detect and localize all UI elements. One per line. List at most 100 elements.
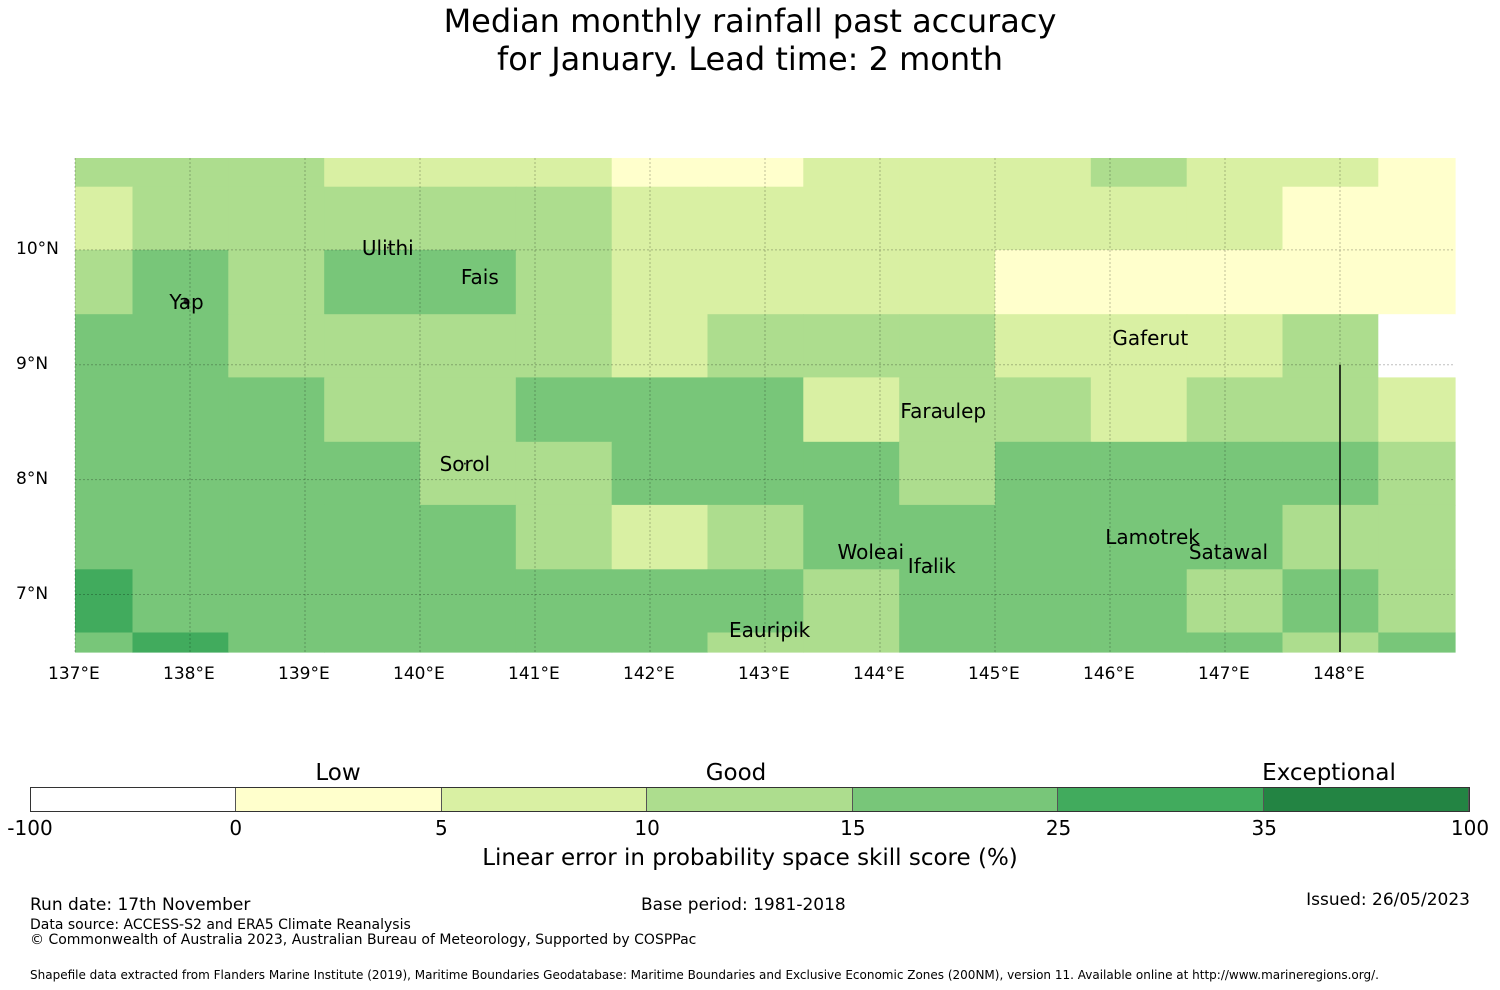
- skill-cell: [228, 504, 325, 570]
- skill-cell: [803, 441, 900, 506]
- skill-cell: [995, 504, 1092, 570]
- colorbar-category-good: Good: [705, 760, 767, 786]
- island-marker: [1227, 551, 1230, 554]
- skill-cell: [1378, 158, 1456, 188]
- skill-cell: [132, 314, 229, 378]
- place-label-satawal: Satawal: [1188, 540, 1269, 565]
- skill-cell: [899, 249, 996, 315]
- skill-cell: [1378, 569, 1456, 634]
- skill-cell: [515, 632, 613, 653]
- skill-cell: [707, 504, 804, 570]
- place-label-lamotrek: Lamotrek: [1105, 525, 1200, 550]
- skill-cell: [324, 441, 421, 506]
- colorbar-tick: 100: [1450, 816, 1490, 840]
- skill-cell: [803, 314, 900, 378]
- skill-cell: [324, 186, 421, 251]
- place-label-ulithi: Ulithi: [361, 235, 414, 260]
- skill-cell: [611, 314, 709, 378]
- skill-cell: [132, 632, 229, 653]
- skill-cell: [803, 569, 900, 634]
- skill-cell: [707, 186, 804, 251]
- lat-tick-label: 10°N: [16, 238, 59, 259]
- skill-cell: [803, 632, 900, 653]
- issued-date: Issued: 26/05/2023: [1306, 890, 1470, 910]
- skill-cell: [132, 441, 229, 506]
- skill-cell: [1090, 569, 1188, 634]
- colorbar-tick: 15: [840, 816, 866, 840]
- skill-cell: [1186, 314, 1284, 378]
- skill-cell: [995, 158, 1092, 188]
- skill-cell: [1282, 632, 1379, 653]
- skill-cell: [324, 632, 421, 653]
- lon-tick-label: 139°E: [278, 664, 330, 684]
- base-period: Base period: 1981-2018: [641, 895, 846, 915]
- colorbar-segment: [31, 788, 237, 811]
- skill-cell: [1378, 377, 1456, 443]
- skill-cell: [1186, 441, 1284, 506]
- skill-cell: [1378, 632, 1456, 653]
- skill-cell: [1090, 441, 1188, 506]
- skill-cell: [75, 377, 134, 443]
- island-marker: [930, 564, 933, 567]
- place-label-faraulep: Faraulep: [900, 398, 987, 423]
- island-marker: [183, 298, 190, 305]
- lon-tick-label: 143°E: [738, 664, 790, 684]
- island-marker: [386, 246, 389, 249]
- skill-cell: [1282, 377, 1379, 443]
- title-line-2: for January. Lead time: 2 month: [497, 40, 1003, 78]
- skill-cell: [324, 504, 421, 570]
- skill-cell: [995, 441, 1092, 506]
- place-label-sorol: Sorol: [439, 451, 491, 476]
- copyright: © Commonwealth of Australia 2023, Austra…: [30, 932, 697, 948]
- skill-cell: [707, 632, 804, 653]
- skill-cell: [324, 314, 421, 378]
- data-source: Data source: ACCESS-S2 and ERA5 Climate …: [30, 917, 411, 933]
- skill-cell: [1090, 632, 1188, 653]
- skill-cell: [75, 158, 134, 188]
- skill-cell: [707, 314, 804, 378]
- skill-cell: [1090, 314, 1188, 378]
- place-label-ifalik: Ifalik: [907, 553, 956, 578]
- skill-cell: [75, 632, 134, 653]
- skill-cell: [899, 186, 996, 251]
- skill-cell: [899, 314, 996, 378]
- lon-tick-label: 145°E: [968, 664, 1020, 684]
- island-marker: [1151, 536, 1154, 539]
- skill-cell: [1378, 504, 1456, 570]
- island-marker: [942, 409, 945, 412]
- skill-cell: [75, 504, 134, 570]
- skill-cell: [228, 314, 325, 378]
- lon-tick-label: 138°E: [163, 664, 215, 684]
- skill-cell: [611, 569, 709, 634]
- skill-cell: [420, 249, 517, 315]
- island-marker: [1149, 337, 1152, 340]
- skill-cell: [132, 504, 229, 570]
- colorbar-segment: [1058, 788, 1264, 811]
- skill-cell: [899, 158, 996, 188]
- skill-cell: [324, 158, 421, 188]
- skill-cell: [1090, 158, 1188, 188]
- skill-cell: [899, 632, 996, 653]
- place-label-gaferut: Gaferut: [1112, 326, 1189, 351]
- island-marker: [869, 551, 872, 554]
- colorbar-tick: 0: [229, 816, 243, 840]
- skill-cell: [132, 186, 229, 251]
- skill-cell: [1282, 249, 1379, 315]
- skill-cell: [1378, 186, 1456, 251]
- skill-cell: [132, 377, 229, 443]
- skill-cell: [324, 377, 421, 443]
- run-date: Run date: 17th November: [30, 895, 251, 915]
- colorbar-segment: [236, 788, 442, 811]
- colorbar-label: Linear error in probability space skill …: [482, 845, 1018, 871]
- lon-tick-label: 147°E: [1198, 664, 1250, 684]
- skill-cell: [515, 249, 613, 315]
- skill-cell: [1378, 441, 1456, 506]
- skill-cell: [803, 186, 900, 251]
- skill-cell: [228, 569, 325, 634]
- colorbar-category-exceptional: Exceptional: [1262, 760, 1396, 786]
- skill-cell: [132, 249, 229, 315]
- colorbar-tick: 5: [435, 816, 448, 840]
- skill-cell: [995, 377, 1092, 443]
- colorbar-segment: [647, 788, 853, 811]
- island-marker: [478, 276, 481, 279]
